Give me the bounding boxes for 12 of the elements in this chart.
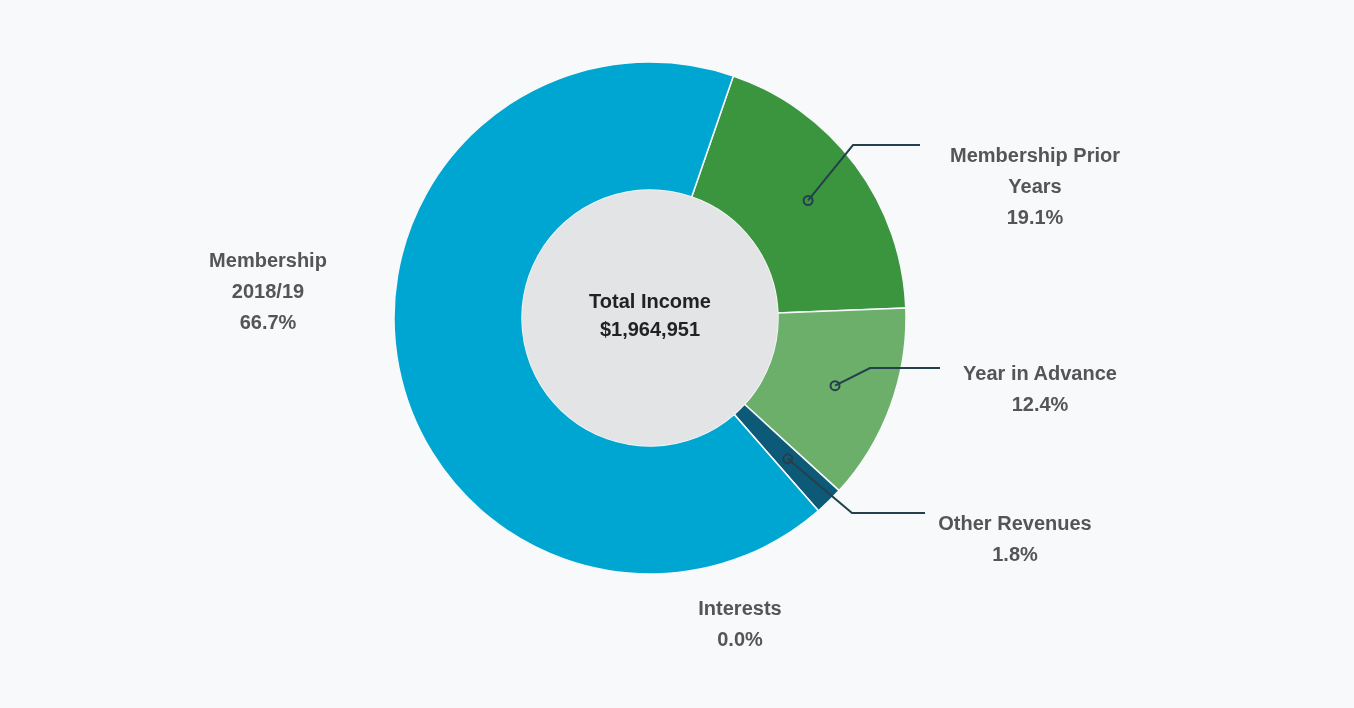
slice-label: Other Revenues [938,512,1092,534]
data-label: 66.7% [239,311,297,333]
category-label: Interests [698,597,782,619]
slice-label: Membership Prior Years [949,144,1121,197]
text: $1,964,951 [599,318,701,340]
slice-label: Membership 2018/19 [209,249,327,302]
slice-label: Year in Advance [963,362,1117,384]
data-label: 1.8% [992,543,1039,565]
data-label: 19.1% [1006,206,1064,228]
text: 0.0% [717,628,763,650]
text: Total Income [589,290,711,312]
data-label: 12.4% [1011,393,1069,415]
